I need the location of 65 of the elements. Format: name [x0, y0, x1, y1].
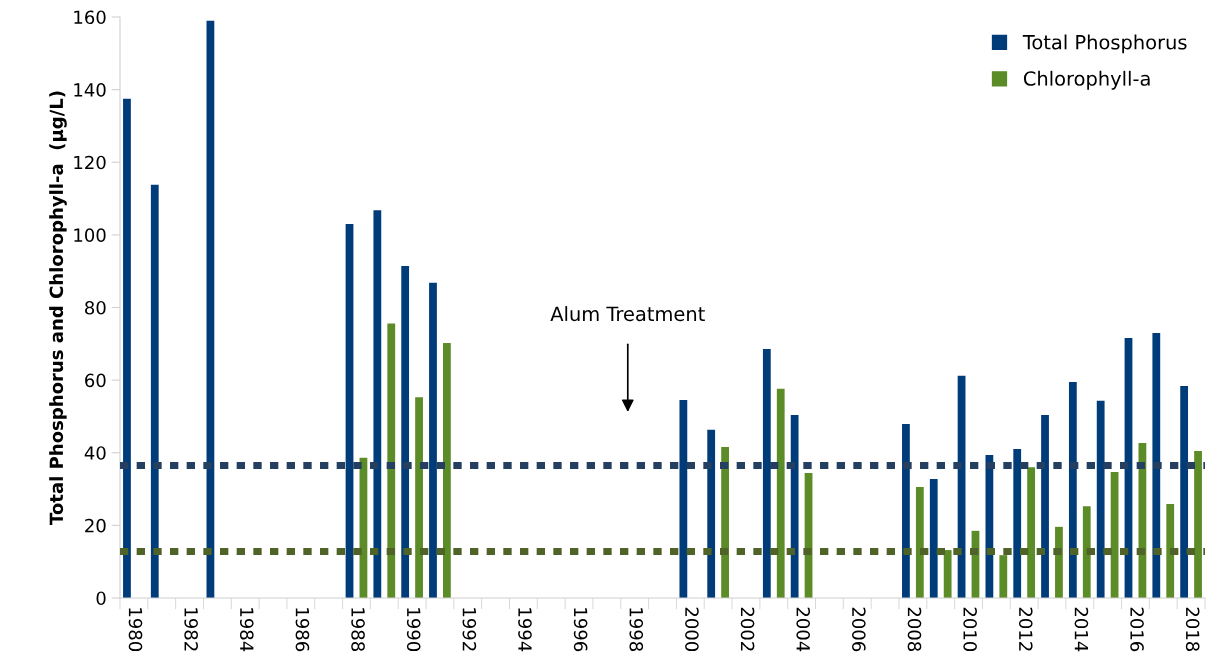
x-tick-label: 2016 — [1130, 607, 1144, 652]
bar — [1180, 385, 1189, 598]
bar — [443, 343, 451, 598]
bar — [1194, 450, 1202, 598]
bar — [387, 323, 396, 598]
bar — [1013, 449, 1022, 598]
y-tick-label: 100 — [74, 228, 106, 242]
bar — [721, 446, 729, 598]
bar — [915, 486, 924, 598]
bar — [1041, 414, 1049, 598]
y-axis-title: Total Phosphorus and Chlorophyll-a (µg/L) — [49, 91, 67, 525]
x-tick-label: 2012 — [1018, 607, 1033, 651]
bar — [790, 414, 799, 598]
bar — [150, 184, 159, 598]
bar — [1082, 506, 1091, 598]
bar — [1152, 332, 1161, 598]
bar — [415, 397, 423, 598]
legend-label: Total Phosphorus — [1022, 34, 1187, 54]
x-tick-label: 2018 — [1185, 607, 1200, 652]
x-tick-label: 2002 — [740, 607, 755, 651]
bar — [1027, 467, 1036, 598]
x-tick-label: 2010 — [963, 607, 977, 652]
y-tick-label: 40 — [84, 446, 106, 460]
bar — [345, 223, 354, 598]
y-tick-label: 80 — [85, 300, 106, 315]
bar — [401, 266, 410, 598]
x-tick-label: 1986 — [295, 608, 310, 652]
x-tick-label: 2008 — [907, 607, 922, 652]
x-tick-label: 1982 — [184, 608, 198, 651]
y-tick-label: 120 — [74, 155, 106, 170]
bar — [762, 348, 771, 598]
bar — [985, 454, 994, 598]
x-tick-label: 1992 — [462, 608, 477, 651]
bar — [999, 555, 1008, 598]
x-tick-label: 2006 — [852, 607, 866, 652]
bar — [776, 388, 785, 598]
y-tick-label: 0 — [96, 591, 106, 606]
bar — [1166, 503, 1175, 598]
x-tick-label: 2000 — [685, 607, 699, 652]
x-tick-label: 1990 — [406, 608, 421, 652]
bar — [943, 550, 952, 598]
x-tick-label: 1980 — [128, 608, 143, 652]
x-tick-label: 2004 — [796, 607, 811, 652]
bar — [929, 478, 938, 598]
x-tick-label: 2014 — [1074, 607, 1089, 652]
bar — [679, 400, 688, 598]
y-tick-label: 160 — [74, 10, 106, 25]
bar — [1055, 526, 1063, 598]
bar — [429, 282, 437, 598]
annotation: Alum Treatment — [550, 306, 705, 322]
y-tick-label: 20 — [85, 518, 106, 533]
y-tick-label: 140 — [74, 83, 106, 97]
x-tick-label: 1988 — [351, 608, 365, 652]
x-tick-label: 1984 — [239, 608, 254, 652]
bar — [1068, 381, 1077, 598]
x-tick-label: 1998 — [629, 608, 644, 652]
y-tick-label: 60 — [85, 373, 106, 388]
legend-label: Chlorophyll-a — [1023, 70, 1150, 90]
bar — [902, 424, 910, 598]
x-tick-label: 1996 — [573, 608, 588, 652]
bar — [707, 429, 716, 598]
x-tick-label: 1994 — [518, 608, 532, 652]
bar — [373, 210, 382, 598]
bar — [123, 98, 131, 598]
bar — [1096, 400, 1105, 598]
